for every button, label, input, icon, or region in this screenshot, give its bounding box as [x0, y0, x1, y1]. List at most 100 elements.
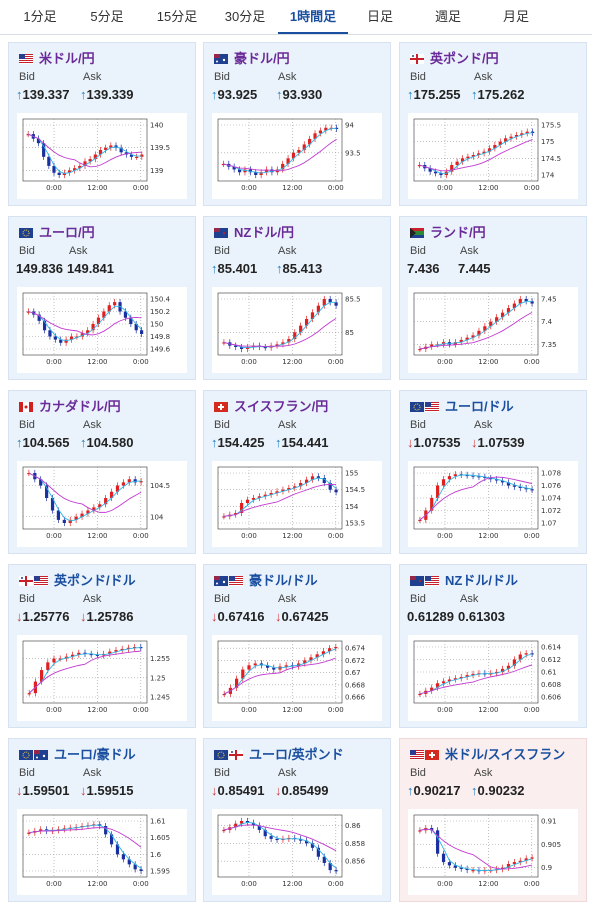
price-chart[interactable]: 155 154.5 154 153.5 0:00 12:00 0:00	[212, 461, 382, 547]
pair-title[interactable]: カナダドル/円	[19, 396, 121, 414]
tab-3[interactable]: 15分足	[156, 9, 198, 24]
tab-8[interactable]: 月足	[502, 9, 529, 24]
price-chart[interactable]: 94 93.5 0:00 12:00 0:00	[212, 113, 382, 199]
candle-body	[487, 148, 492, 152]
pair-title[interactable]: ユーロ/英ポンド	[214, 744, 344, 762]
rate-card[interactable]: スイスフラン/円 Bid Ask ↑154.425 ↑154.441 155 154.5 15…	[203, 390, 391, 554]
pair-title[interactable]: 豪ドル/円	[214, 48, 290, 66]
rate-card[interactable]: NZドル/ドル Bid Ask 0.61289 0.61303 0.614 0.612 0.6…	[399, 564, 587, 728]
ask-value: ↑0.90232	[471, 783, 525, 798]
candle-body	[73, 168, 77, 171]
rate-card[interactable]: ユーロ/豪ドル Bid Ask ↓1.59501 ↓1.59515 1.61 1.605 1.…	[8, 738, 196, 902]
flag-icon	[19, 52, 33, 64]
rate-card[interactable]: 米ドル/円 Bid Ask ↑139.337 ↑139.339 140 139.5 139 0:…	[8, 42, 196, 206]
rate-card[interactable]: 英ポンド/円 Bid Ask ↑175.255 ↑175.262 175.5 175 174.…	[399, 42, 587, 206]
candle-body	[42, 320, 47, 331]
candle-body	[518, 299, 522, 304]
tab-5[interactable]: 1時間足	[278, 0, 348, 34]
rate-card[interactable]: 英ポンド/ドル Bid Ask ↓1.25776 ↓1.25786 1.255 1.25 1.…	[8, 564, 196, 728]
tab-2[interactable]: 5分足	[90, 9, 124, 24]
rate-card[interactable]: 豪ドル/円 Bid Ask ↑93.925 ↑93.930 94 93.5 0:00 12:00…	[203, 42, 391, 206]
price-chart[interactable]: 1.255 1.25 1.245 0:00 12:00 0:00	[17, 635, 187, 721]
candle-body	[460, 158, 465, 162]
pair-title[interactable]: スイスフラン/円	[214, 396, 328, 414]
price-chart[interactable]: 1.61 1.605 1.6 1.595 0:00 12:00 0:00	[17, 809, 187, 895]
price-chart[interactable]: 140 139.5 139 0:00 12:00 0:00	[17, 113, 187, 199]
price-chart[interactable]: 0.674 0.672 0.67 0.668 0.666 0:00 12:00 0:00	[212, 635, 382, 721]
bid-value-text: 1.07535	[413, 435, 461, 450]
candle-body	[68, 519, 72, 523]
pair-title[interactable]: 英ポンド/ドル	[19, 570, 136, 588]
plot-frame	[413, 292, 539, 356]
rate-card[interactable]: ユーロ/英ポンド Bid Ask ↓0.85491 ↓0.85499 0.86 0.858 0…	[203, 738, 391, 902]
rate-card[interactable]: ランド/円 Bid Ask 7.436 7.445 7.45 7.4 7.35 0:00 12:0…	[399, 216, 587, 380]
y-tick-label: 0.86	[345, 822, 361, 830]
y-tick-label: 0.905	[541, 841, 561, 849]
candle-body	[263, 347, 267, 349]
rate-card[interactable]: NZドル/円 Bid Ask ↑85.401 ↑85.413 85.5 85 0:00 12:0…	[203, 216, 391, 380]
pair-title[interactable]: NZドル/ドル	[410, 570, 518, 588]
rate-card[interactable]: 豪ドル/ドル Bid Ask ↓0.67416 ↓0.67425 0.674 0.672 0.…	[203, 564, 391, 728]
y-tick-label: 104	[150, 513, 164, 521]
tab-1[interactable]: 1分足	[23, 9, 57, 24]
candle-body	[58, 658, 62, 660]
y-tick-label: 139	[150, 167, 163, 175]
candle-body	[418, 693, 422, 696]
rate-card[interactable]: ユーロ/ドル Bid Ask ↓1.07535 ↓1.07539 1.078 1.076 1.…	[399, 390, 587, 554]
price-chart[interactable]: 104.5 104 0:00 12:00 0:00	[17, 461, 187, 547]
pair-title[interactable]: 米ドル/スイスフラン	[410, 744, 565, 762]
candle-body	[530, 301, 534, 304]
y-tick-label: 104.5	[150, 482, 170, 490]
rate-card[interactable]: ユーロ/円 Bid Ask 149.836 149.841 150.4 150.2 150 14…	[8, 216, 196, 380]
tab-4[interactable]: 30分足	[224, 9, 266, 24]
candle-body	[459, 677, 463, 679]
plot-frame	[413, 466, 539, 530]
plot-frame	[22, 118, 148, 182]
ask-value-text: 0.61303	[458, 609, 505, 624]
price-chart[interactable]: 0.86 0.858 0.856 0:00 12:00 0:00	[212, 809, 382, 895]
x-tick-label: 12:00	[282, 706, 302, 714]
price-chart[interactable]: 7.45 7.4 7.35 0:00 12:00 0:00	[408, 287, 578, 373]
tab-6[interactable]: 日足	[366, 9, 393, 24]
pair-title[interactable]: 英ポンド/円	[410, 48, 499, 66]
bid-value: ↓1.07535	[407, 435, 461, 450]
bid-value-text: 0.61289	[407, 609, 454, 624]
y-tick-label: 85.5	[345, 296, 361, 304]
rate-card[interactable]: 米ドル/スイスフラン Bid Ask ↑0.90217 ↑0.90232 0.91 0.90…	[399, 738, 587, 902]
pair-title[interactable]: ユーロ/ドル	[410, 396, 514, 414]
ask-value: ↑139.339	[80, 87, 134, 102]
bid-value: ↓1.59501	[16, 783, 70, 798]
bid-value: ↑0.90217	[407, 783, 461, 798]
candle-body	[39, 829, 43, 831]
chart-svg: 7.45 7.4 7.35 0:00 12:00 0:00	[413, 292, 557, 366]
ask-label: Ask	[278, 419, 297, 431]
price-chart[interactable]: 175.5 175 174.5 174 0:00 12:00 0:00	[408, 113, 578, 199]
price-chart[interactable]: 0.614 0.612 0.61 0.608 0.606 0:00 12:00 0:00	[408, 635, 578, 721]
y-tick-label: 1.245	[150, 694, 170, 702]
pair-title[interactable]: 米ドル/円	[19, 48, 95, 66]
tab-7[interactable]: 週足	[434, 9, 461, 24]
rate-card[interactable]: カナダドル/円 Bid Ask ↑104.565 ↑104.580 104.5 104 0:0…	[8, 390, 196, 554]
candle-body	[240, 503, 244, 513]
y-tick-label: 1.605	[150, 834, 170, 842]
candle-body	[318, 130, 323, 134]
pair-title[interactable]: 豪ドル/ドル	[214, 570, 318, 588]
y-tick-label: 0.9	[541, 864, 552, 872]
price-chart[interactable]: 85.5 85 0:00 12:00 0:00	[212, 287, 382, 373]
pair-title[interactable]: ユーロ/豪ドル	[19, 744, 136, 762]
price-chart[interactable]: 0.91 0.905 0.9 0:00 12:00 0:00	[408, 809, 578, 895]
price-chart[interactable]: 150.4 150.2 150 149.8 149.6 0:00 12:00 0:00	[17, 287, 187, 373]
pair-title[interactable]: NZドル/円	[214, 222, 294, 240]
y-tick-label: 1.074	[541, 495, 562, 503]
candle-body	[113, 302, 117, 306]
ma-long-line	[419, 828, 533, 870]
candle-body	[272, 667, 276, 670]
ask-value-text: 1.25786	[86, 609, 134, 624]
candle-body	[477, 476, 481, 478]
pair-title[interactable]: ランド/円	[410, 222, 486, 240]
candle-body	[26, 134, 30, 136]
pair-title[interactable]: ユーロ/円	[19, 222, 95, 240]
ask-value: ↓0.67425	[275, 609, 329, 624]
bid-value: 0.61289	[407, 609, 454, 624]
price-chart[interactable]: 1.078 1.076 1.074 1.072 1.07 0:00 12:00 0:00	[408, 461, 578, 547]
